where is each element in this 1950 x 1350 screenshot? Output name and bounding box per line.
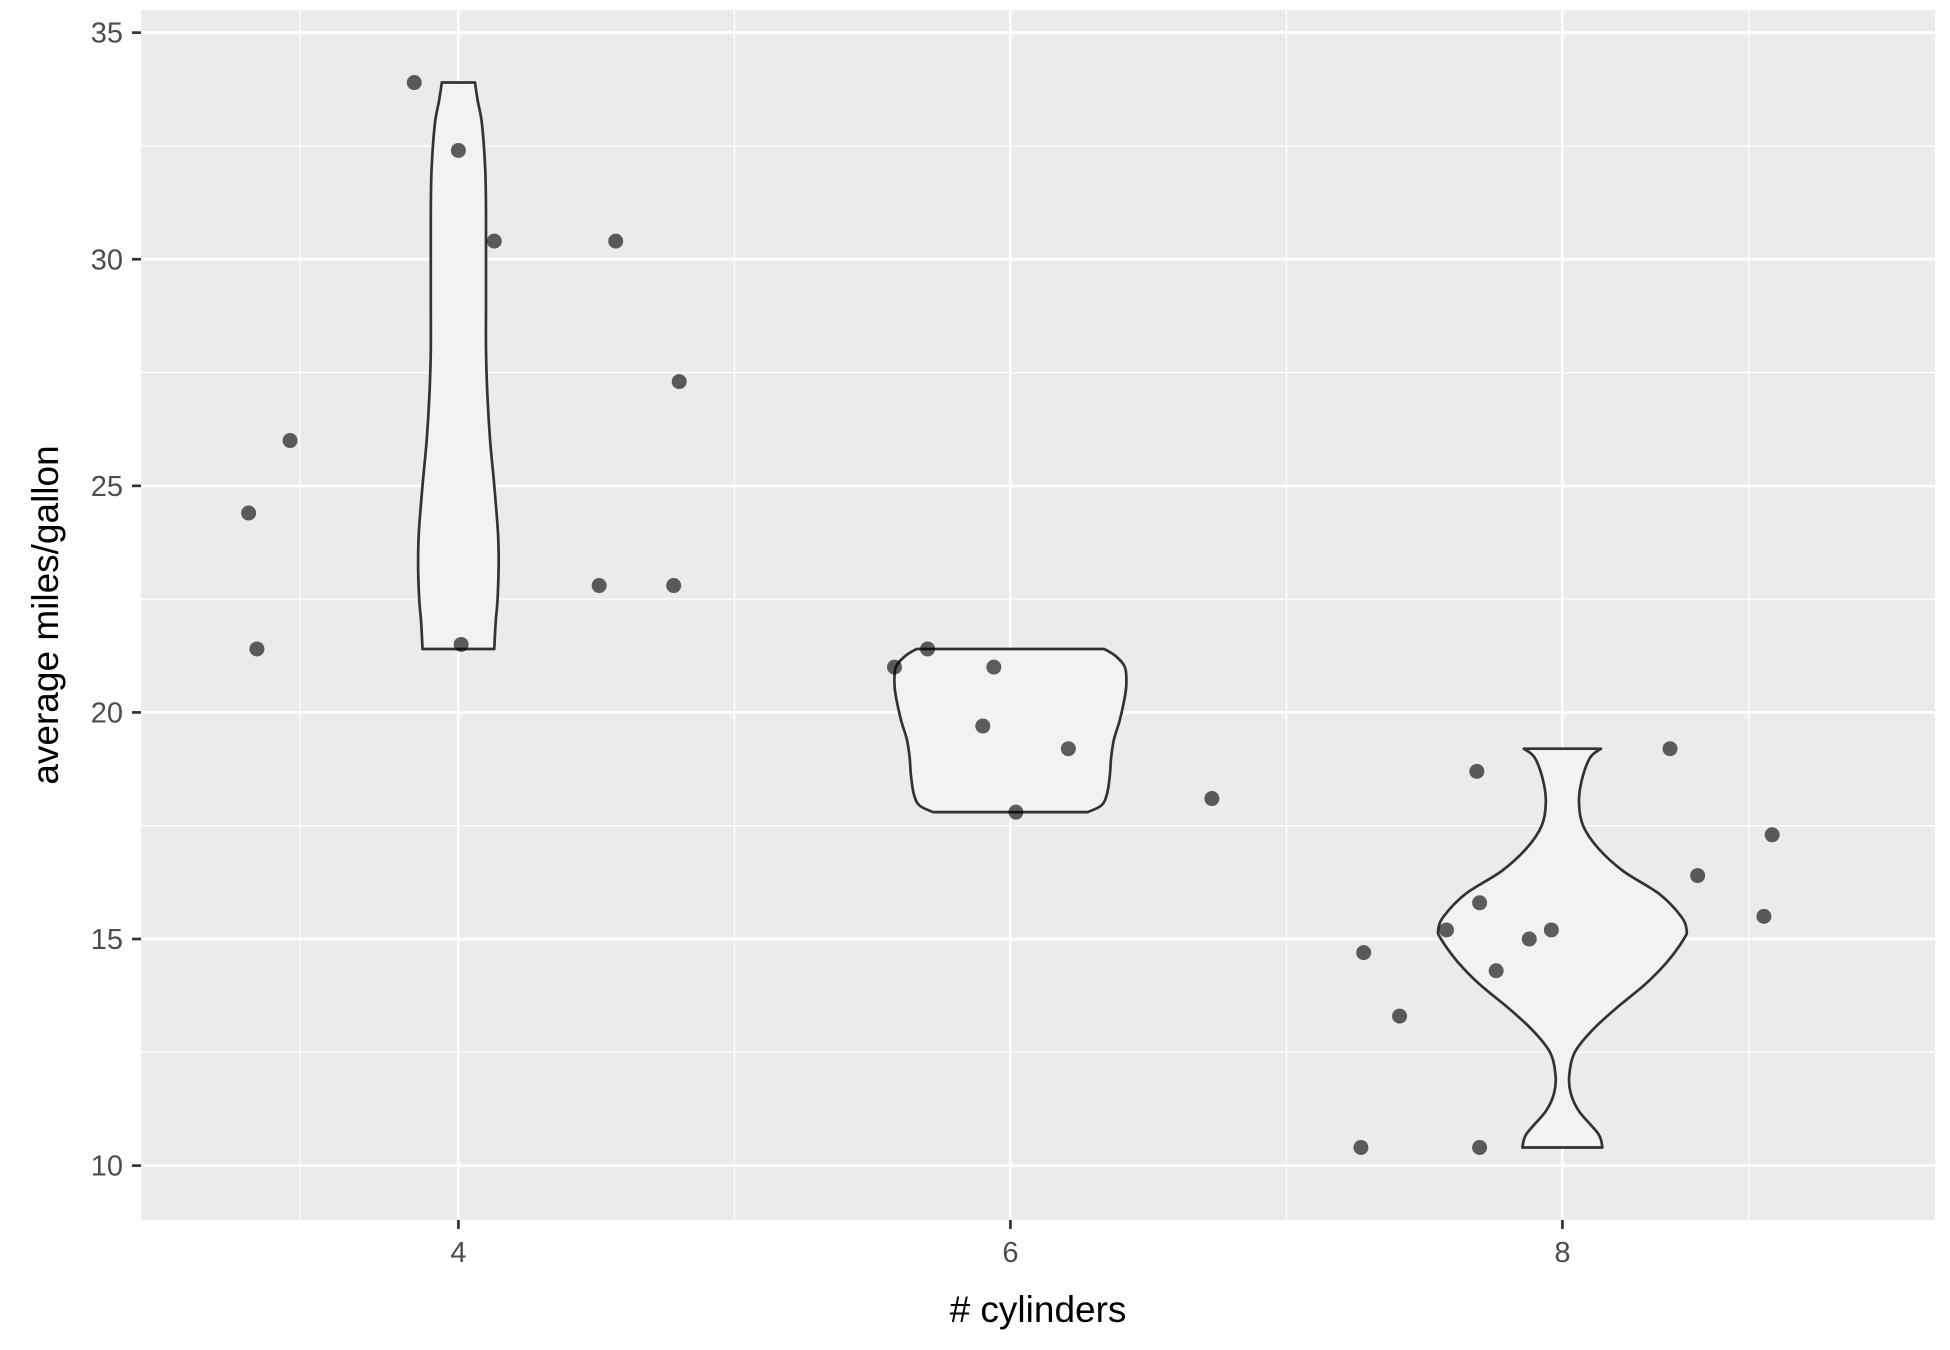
data-point: [1469, 763, 1485, 779]
data-point: [1060, 741, 1076, 757]
data-point: [249, 641, 265, 657]
data-point: [1690, 868, 1706, 884]
data-point: [406, 75, 422, 91]
x-tick-label: 6: [1002, 1237, 1018, 1269]
point-layer: [241, 75, 1780, 1155]
data-point: [1521, 931, 1537, 947]
y-tick-label: 25: [91, 471, 123, 503]
data-point: [986, 659, 1002, 675]
data-point: [1438, 922, 1454, 938]
y-axis: 10 15 20 25 30 35: [91, 18, 141, 1183]
x-tick-label: 4: [450, 1237, 466, 1269]
violin-4: [416, 81, 501, 651]
y-tick-label: 35: [91, 18, 123, 50]
data-point: [1353, 1139, 1369, 1155]
data-point: [671, 374, 687, 390]
data-point: [241, 505, 257, 521]
violin-8: [1436, 747, 1689, 1149]
data-point: [1392, 1008, 1408, 1024]
data-point: [975, 718, 991, 734]
data-point: [450, 142, 466, 158]
data-point: [1204, 791, 1220, 807]
violin-layer: [416, 81, 1689, 1149]
x-axis: 4 6 8: [450, 1220, 1570, 1269]
violin-6: [893, 647, 1128, 814]
data-point: [453, 636, 469, 652]
data-point: [591, 578, 607, 594]
plot-panel: [141, 10, 1935, 1220]
data-point: [1756, 908, 1772, 924]
data-point: [486, 233, 502, 249]
x-axis-title: # cylinders: [950, 1289, 1127, 1330]
data-point: [1662, 741, 1678, 757]
data-point: [282, 433, 298, 449]
data-point: [1008, 804, 1024, 820]
y-tick-label: 20: [91, 697, 123, 729]
y-tick-label: 30: [91, 244, 123, 276]
data-point: [1356, 945, 1372, 961]
data-point: [920, 641, 936, 657]
major-gridlines: [141, 10, 1935, 1220]
y-tick-label: 10: [91, 1151, 123, 1183]
y-axis-title: average miles/gallon: [25, 445, 66, 784]
data-point: [1472, 1139, 1488, 1155]
data-point: [886, 659, 902, 675]
data-point: [1472, 895, 1488, 911]
data-point: [1764, 827, 1780, 843]
data-point: [1543, 922, 1559, 938]
data-point: [666, 578, 682, 594]
data-point: [608, 233, 624, 249]
data-point: [1488, 963, 1504, 979]
x-tick-label: 8: [1554, 1237, 1570, 1269]
y-tick-label: 15: [91, 924, 123, 956]
